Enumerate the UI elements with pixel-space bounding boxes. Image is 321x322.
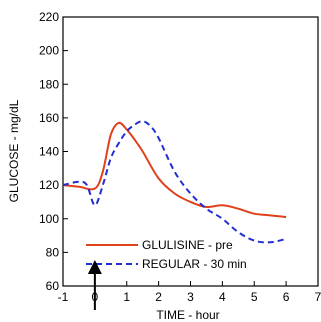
y-tick-label: 100 xyxy=(39,212,59,226)
y-tick-label: 220 xyxy=(39,10,59,24)
series-line-regular xyxy=(62,120,287,244)
x-tick-label: 7 xyxy=(315,290,321,304)
legend-label: GLULISINE - pre xyxy=(142,238,233,252)
legend: GLULISINE - pre REGULAR - 30 min xyxy=(86,238,247,271)
x-tick-labels: -101234567 xyxy=(58,290,321,304)
x-axis-label: TIME - hour xyxy=(156,308,219,322)
annotation-layer xyxy=(87,260,102,310)
y-tick-label: 200 xyxy=(39,44,59,58)
y-tick-label: 180 xyxy=(39,77,59,91)
x-tick-label: 2 xyxy=(155,290,162,304)
y-tick-label: 60 xyxy=(46,279,60,293)
y-axis-label: GLUCOSE - mg/dL xyxy=(7,99,21,202)
x-tick-label: 6 xyxy=(283,290,290,304)
y-tick-label: 140 xyxy=(39,145,59,159)
y-tick-label: 160 xyxy=(39,111,59,125)
x-tick-label: 5 xyxy=(251,290,258,304)
series-layer xyxy=(62,120,287,244)
y-tick-labels: 60 80 100 120 140 160 180 200 220 xyxy=(39,10,59,293)
y-tick-label: 120 xyxy=(39,178,59,192)
x-tick-label: 1 xyxy=(123,290,130,304)
dosing-arrow-head xyxy=(87,260,102,274)
x-tick-label: 4 xyxy=(219,290,226,304)
series-line-glulisine xyxy=(62,121,287,219)
legend-label: REGULAR - 30 min xyxy=(142,257,247,271)
x-tick-label: -1 xyxy=(58,290,69,304)
y-tick-label: 80 xyxy=(46,245,60,259)
x-tick-label: 3 xyxy=(187,290,194,304)
